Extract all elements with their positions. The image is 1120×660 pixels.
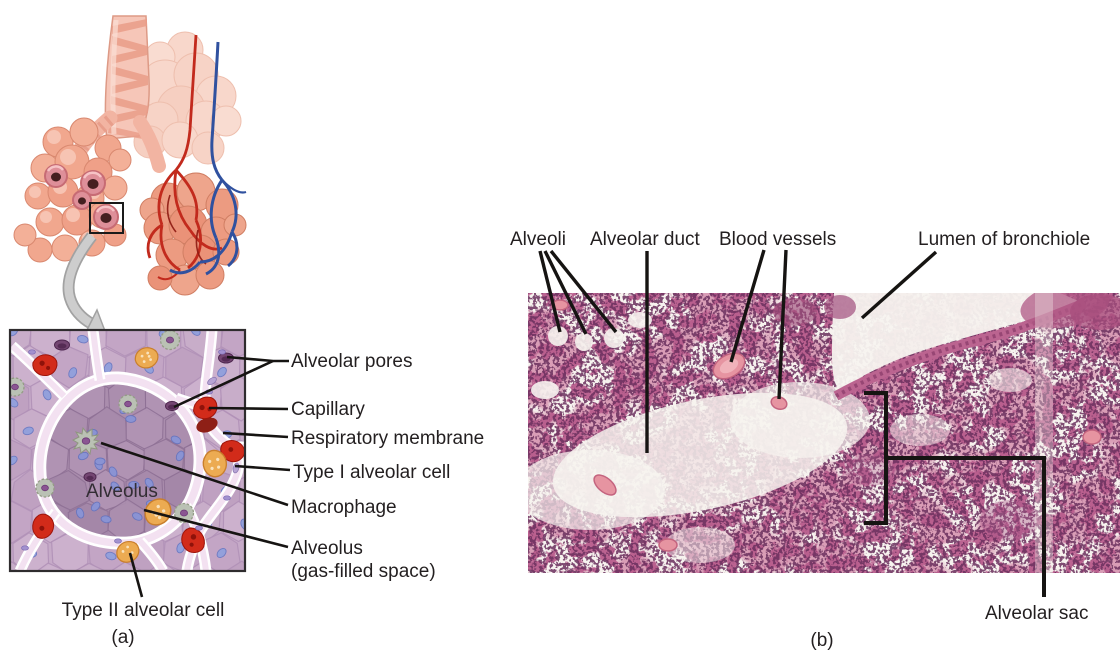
alveolar-sac-bracket — [864, 391, 1046, 597]
alveolus-detail-illustration — [8, 328, 247, 573]
label-respiratory-membrane: Respiratory membrane — [291, 428, 485, 449]
bronchiole-tube — [71, 15, 166, 173]
macrophage-target-cell — [71, 426, 101, 456]
bronchiole-lumen-space — [832, 293, 1083, 390]
leader-lines-panel-a — [100, 355, 291, 598]
label-capillary: Capillary — [291, 399, 365, 420]
blood-vessel-profiles — [551, 299, 1102, 552]
label-type-ii-alveolar-cell: Type II alveolar cell — [61, 600, 225, 621]
pulmonary-vessels-red — [146, 34, 223, 281]
label-alveoli: Alveoli — [510, 229, 566, 250]
scan-seam — [1035, 293, 1053, 573]
capillary-rbc — [193, 396, 218, 420]
zoom-arrow-icon — [62, 232, 107, 332]
dense-tissue-patches — [773, 293, 1120, 540]
magnifier-inset-square — [89, 202, 124, 234]
alveolar-pores — [54, 339, 234, 482]
caption-b: (b) — [810, 630, 834, 651]
label-blood-vessels: Blood vessels — [719, 229, 837, 250]
label-alveolar-pores: Alveolar pores — [291, 351, 413, 372]
alveolar-duct-space — [528, 368, 1032, 563]
label-alveolar-duct: Alveolar duct — [590, 229, 700, 250]
capillary-blood-patch — [196, 417, 218, 433]
label-macrophage: Macrophage — [291, 497, 397, 518]
type-ii-target-cell — [116, 541, 140, 563]
label-type-i-alveolar-cell: Type I alveolar cell — [293, 462, 451, 483]
type-ii-cells — [116, 347, 227, 563]
open-alveoli — [44, 164, 119, 230]
detail-box-border — [8, 328, 247, 573]
pulmonary-vessels-blue — [169, 41, 247, 276]
micrograph-image — [528, 293, 1120, 573]
left-alveolar-cluster — [13, 117, 132, 263]
label-lumen-of-bronchiole: Lumen of bronchiole — [918, 229, 1091, 250]
caption-a: (a) — [111, 627, 135, 648]
label-alveolus-center: Alveolus — [86, 481, 158, 502]
label-alveolus-gas-filled: Alveolus (gas-filled space) — [291, 537, 436, 583]
label-alveolus-line2: (gas-filled space) — [291, 561, 436, 582]
bronchial-tree-illustration — [13, 15, 247, 332]
septal-nuclei — [21, 349, 231, 551]
red-blood-cells — [32, 354, 245, 553]
leader-lines-panel-b — [538, 249, 938, 453]
label-alveolar-sac: Alveolar sac — [985, 603, 1089, 624]
label-alveolus-line1: Alveolus — [291, 538, 363, 559]
